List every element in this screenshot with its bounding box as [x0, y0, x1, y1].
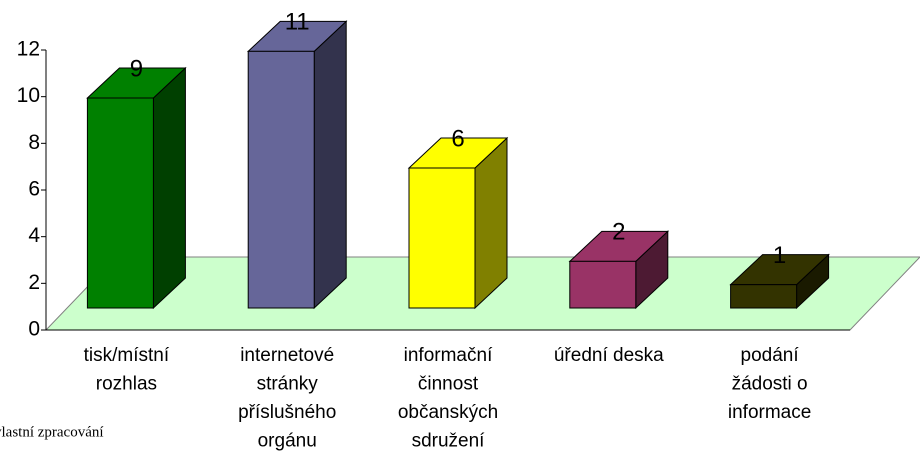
- value-label: 11: [285, 9, 310, 36]
- bar-side: [152, 66, 186, 310]
- x-tick-label: podání žádosti o informace: [728, 345, 811, 423]
- bar-front: [247, 50, 315, 309]
- bar: [407, 136, 509, 310]
- bar-front: [86, 97, 154, 309]
- x-tick-label: internetové stránky příslušného orgánu: [238, 345, 336, 452]
- x-tick-label: tisk/místní rozhlas: [84, 345, 170, 395]
- y-tick-label: 6: [28, 178, 40, 201]
- bar: [729, 253, 830, 310]
- y-tick-label: 8: [28, 131, 40, 154]
- bar-front: [730, 284, 798, 309]
- bar-front: [408, 167, 476, 309]
- x-tick-label: úřední deska: [554, 345, 664, 366]
- value-label: 6: [451, 125, 464, 152]
- bar: [568, 230, 670, 310]
- bar-side: [313, 20, 347, 310]
- value-label: 2: [612, 219, 625, 246]
- bar-front: [569, 260, 637, 309]
- y-tick-label: 0: [28, 318, 40, 341]
- value-label: 1: [773, 242, 786, 269]
- source-note: vlastní zpracování: [0, 424, 104, 440]
- y-tick-label: 10: [17, 84, 40, 107]
- y-tick-label: 2: [28, 271, 40, 294]
- y-tick-label: 4: [28, 224, 40, 247]
- bar: [246, 20, 348, 310]
- y-tick-label: 12: [17, 38, 40, 61]
- value-label: 9: [130, 55, 143, 82]
- bar: [86, 66, 187, 310]
- x-tick-label: informační činnost občanských sdružení: [398, 345, 498, 452]
